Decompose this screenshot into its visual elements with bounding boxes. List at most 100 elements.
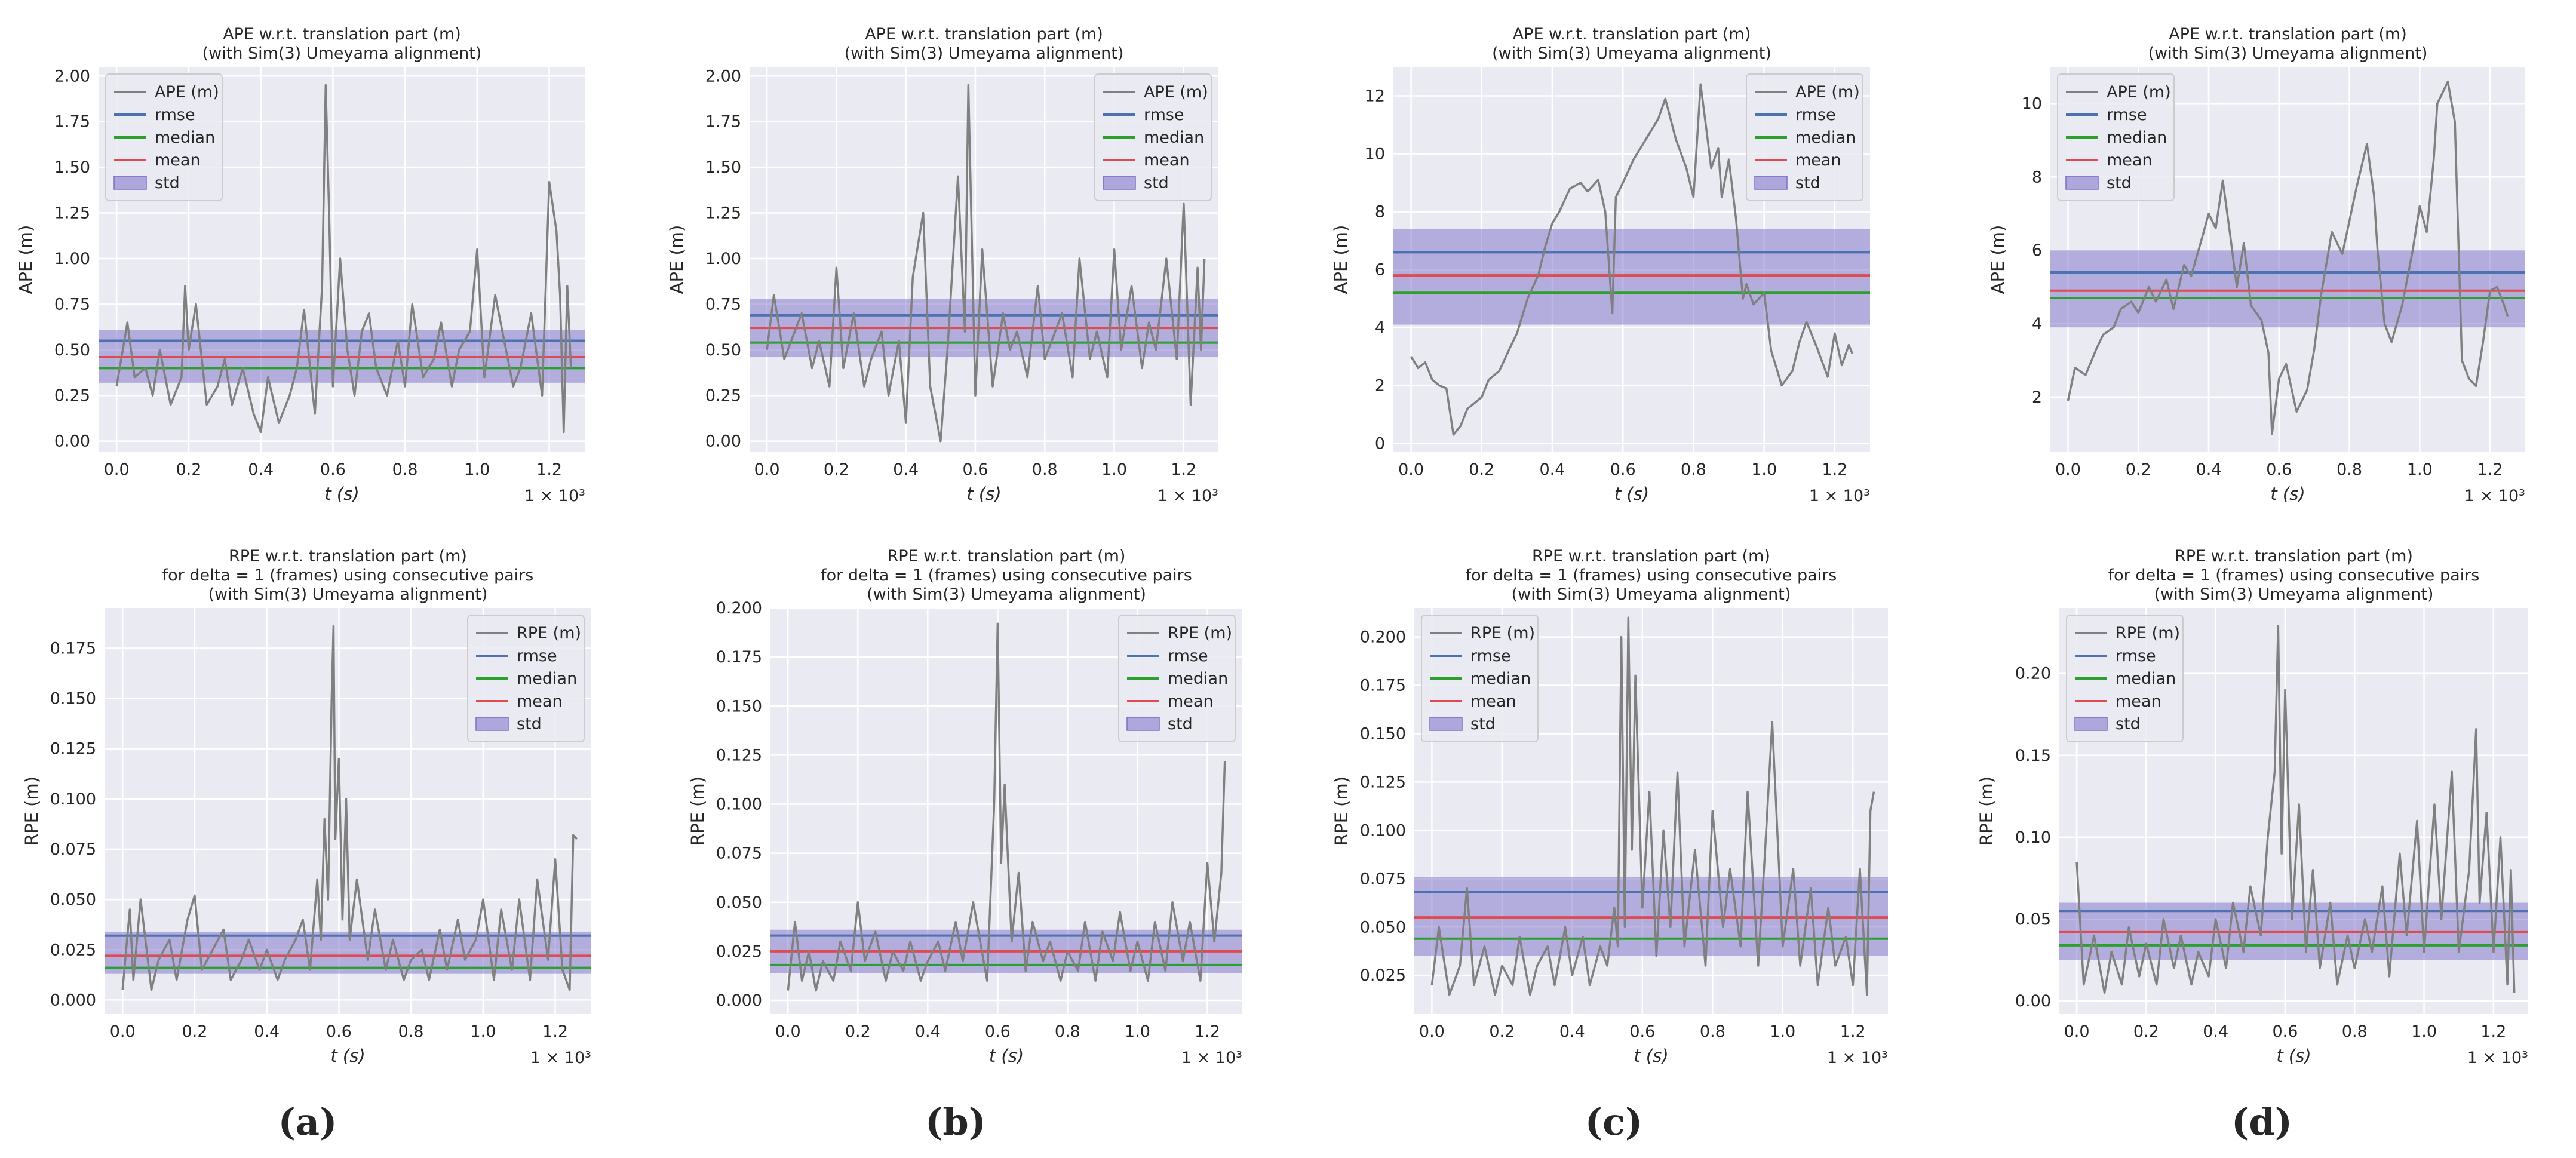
y-tick-label: 0.00 xyxy=(705,432,741,451)
legend-swatch-std xyxy=(1103,176,1136,190)
legend-entry: mean xyxy=(517,692,563,711)
y-tick-label: 0.050 xyxy=(1360,918,1406,936)
y-tick-label: 0.075 xyxy=(50,840,96,859)
legend-entry: std xyxy=(2107,174,2132,192)
series-line-ape xyxy=(766,84,1206,443)
legend-entry: mean xyxy=(1144,151,1190,170)
chart-title-line: (with Sim(3) Umeyama alignment) xyxy=(2148,44,2428,63)
y-tick-label: 2.00 xyxy=(54,67,90,85)
y-tick-label: 12 xyxy=(1365,87,1385,105)
legend-entry: mean xyxy=(2116,692,2161,711)
x-tick-label: 0.4 xyxy=(1559,1022,1585,1041)
legend-entry: mean xyxy=(1470,692,1516,711)
y-tick-label: 1.00 xyxy=(705,250,741,268)
legend-entry: median xyxy=(2107,128,2167,147)
legend: RPE (m) rmse median mean std xyxy=(1421,615,1539,742)
legend: APE (m) rmse median mean std xyxy=(105,73,223,201)
y-tick-label: 0.025 xyxy=(716,942,762,961)
chart-title-line: for delta = 1 (frames) using consecutive… xyxy=(1466,566,1837,585)
series-line-ape xyxy=(1410,83,1854,436)
legend-box xyxy=(1094,73,1212,201)
x-tick-label: 1.2 xyxy=(542,1022,568,1041)
y-tick-label: 1.50 xyxy=(705,158,741,177)
x-tick-label: 0.0 xyxy=(1419,1022,1445,1041)
series-line-rpe xyxy=(2075,625,2516,994)
chart-c-top: 0 2 4 6 8 10 12 0.0 0.2 0.4 0.6 0.8 1.0 1.2 1 × 10³ t (… xyxy=(1331,25,1870,505)
x-tick-label: 1.2 xyxy=(1195,1022,1220,1041)
legend-box xyxy=(1746,73,1863,201)
y-tick-label: 0.20 xyxy=(2015,665,2051,683)
chart-title-line: RPE w.r.t. translation part (m) xyxy=(1532,547,1770,566)
chart-title-line: APE w.r.t. translation part (m) xyxy=(223,25,461,44)
y-axis-label: APE (m) xyxy=(1988,225,2008,294)
x-tick-label: 1.0 xyxy=(1751,460,1777,479)
x-tick-label: 1.0 xyxy=(1770,1022,1795,1041)
y-tick-label: 4 xyxy=(1375,318,1385,337)
x-tick-label: 0.2 xyxy=(1469,460,1494,479)
y-tick-label: 8 xyxy=(1375,202,1385,221)
legend-entry: rmse xyxy=(1144,106,1184,124)
x-axis-label: t (s) xyxy=(1614,484,1649,504)
x-tick-label: 0.6 xyxy=(326,1022,352,1041)
y-tick-label: 0.200 xyxy=(716,599,762,618)
x-multiplier: 1 × 10³ xyxy=(2464,487,2525,505)
chart-title-line: (with Sim(3) Umeyama alignment) xyxy=(867,585,1146,604)
x-tick-label: 0.8 xyxy=(2342,1022,2368,1041)
std-band xyxy=(1393,229,1870,325)
series-line-rpe xyxy=(1430,616,1875,996)
legend-entry: mean xyxy=(1168,692,1214,711)
captions: (a) (b) (c) (d) xyxy=(278,1100,2292,1144)
x-tick-label: 0.4 xyxy=(248,460,274,479)
legend-entry: mean xyxy=(1795,151,1841,170)
y-tick-label: 0.75 xyxy=(54,295,90,314)
legend-swatch-std xyxy=(1126,717,1160,731)
legend-entry: rmse xyxy=(2116,647,2156,665)
y-tick-label: 0.25 xyxy=(54,386,90,405)
chart-title-line: (with Sim(3) Umeyama alignment) xyxy=(202,44,482,63)
y-axis-label: APE (m) xyxy=(667,225,687,294)
y-tick-label: 0.75 xyxy=(705,295,741,314)
y-tick-label: 0.00 xyxy=(2015,992,2051,1010)
x-axis-label: t (s) xyxy=(330,1046,365,1066)
y-tick-label: 1.75 xyxy=(705,113,741,131)
legend-entry: RPE (m) xyxy=(517,624,581,643)
x-axis-label: t (s) xyxy=(1634,1046,1668,1066)
y-tick-label: 1.00 xyxy=(54,250,90,268)
y-tick-label: 0.025 xyxy=(1360,966,1406,985)
legend-swatch-std xyxy=(1429,717,1463,731)
x-tick-label: 0.0 xyxy=(104,460,130,479)
legend-box xyxy=(1118,615,1236,742)
x-tick-label: 0.8 xyxy=(1681,460,1706,479)
y-axis-label: APE (m) xyxy=(16,225,36,294)
chart-title-line: (with Sim(3) Umeyama alignment) xyxy=(2154,585,2434,604)
legend: RPE (m) rmse median mean std xyxy=(1118,615,1236,742)
x-tick-label: 0.4 xyxy=(254,1022,280,1041)
legend-entry: median xyxy=(517,669,577,688)
y-axis-label: RPE (m) xyxy=(22,776,42,846)
x-tick-label: 0.0 xyxy=(1398,460,1424,479)
chart-b-top: 0.00 0.25 0.50 0.75 1.00 1.25 1.50 1.75 2.00 0.0 0… xyxy=(667,25,1218,505)
x-multiplier: 1 × 10³ xyxy=(1809,487,1870,505)
legend-swatch-std xyxy=(2065,176,2099,190)
y-tick-label: 0 xyxy=(1375,434,1385,453)
legend: APE (m) rmse median mean std xyxy=(2057,73,2175,201)
legend-entry: rmse xyxy=(1795,106,1836,124)
x-tick-label: 1.0 xyxy=(1101,460,1127,479)
chart-title-line: for delta = 1 (frames) using consecutive… xyxy=(821,566,1192,585)
x-tick-label: 1.2 xyxy=(2477,460,2503,479)
y-axis-label: RPE (m) xyxy=(1976,776,1997,846)
y-tick-label: 1.75 xyxy=(54,113,90,131)
legend-swatch-std xyxy=(1754,176,1788,190)
x-tick-label: 0.0 xyxy=(754,460,780,479)
x-tick-label: 1.0 xyxy=(2411,1022,2437,1041)
chart-title-line: APE w.r.t. translation part (m) xyxy=(865,25,1103,44)
x-multiplier: 1 × 10³ xyxy=(2467,1049,2528,1067)
legend-entry: APE (m) xyxy=(1795,83,1860,102)
y-tick-label: 0.050 xyxy=(716,893,762,912)
y-tick-label: 0.000 xyxy=(716,991,762,1010)
y-tick-label: 6 xyxy=(1375,260,1385,279)
y-axis-label: RPE (m) xyxy=(687,776,708,846)
legend-box xyxy=(467,615,585,742)
x-tick-label: 0.6 xyxy=(962,460,988,479)
x-tick-label: 0.8 xyxy=(2336,460,2362,479)
